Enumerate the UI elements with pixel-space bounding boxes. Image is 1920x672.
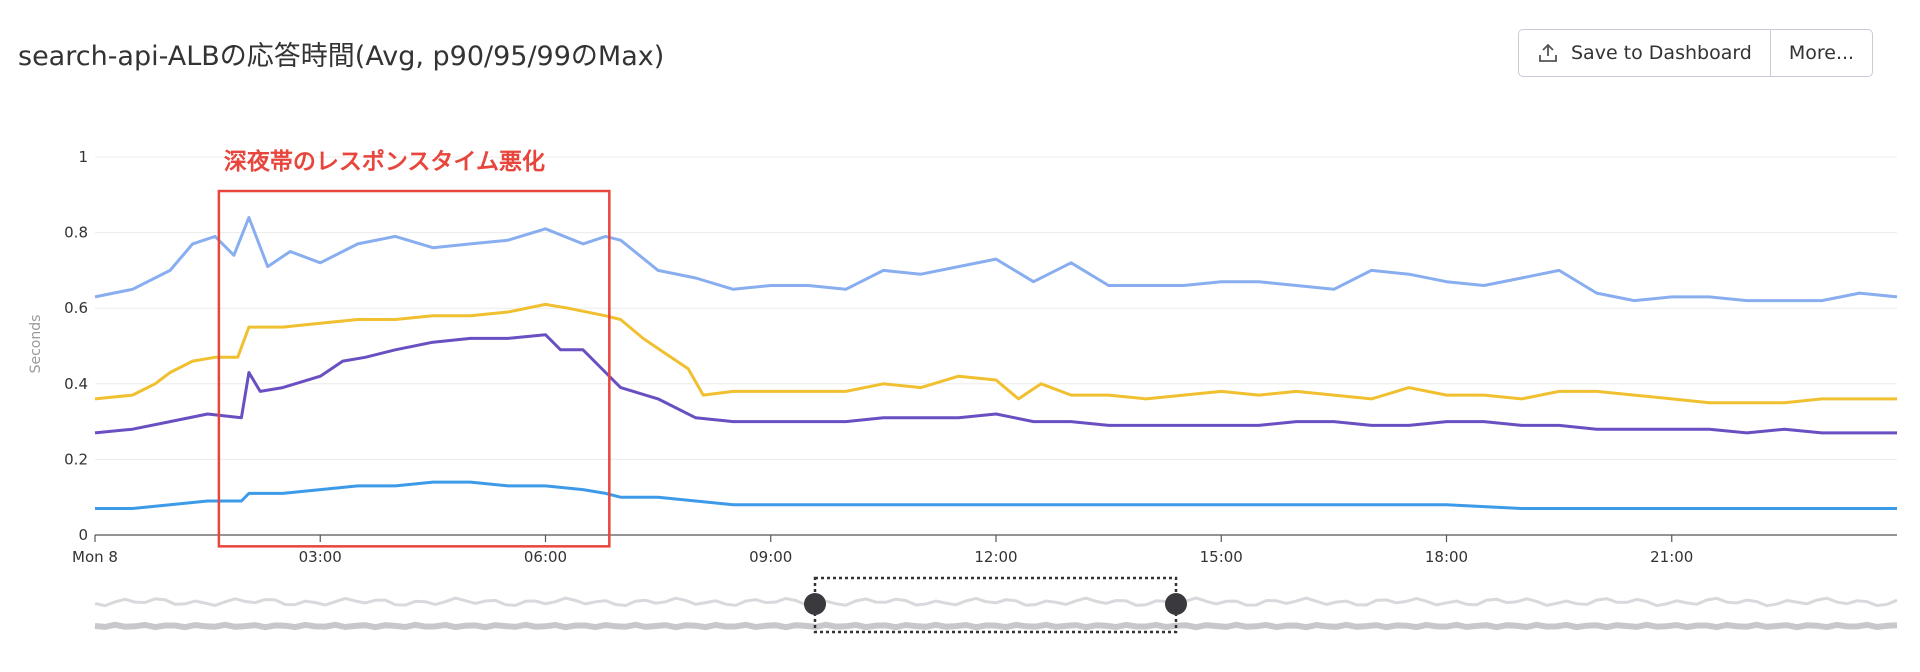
save-to-dashboard-button[interactable]: Save to Dashboard xyxy=(1519,30,1770,76)
grid-lines xyxy=(95,156,1897,460)
series-line-4 xyxy=(95,480,1897,510)
y-axis-label: Seconds xyxy=(28,315,44,374)
x-tick-label: 09:00 xyxy=(749,548,792,566)
annotation-box xyxy=(217,189,611,548)
navigator-preview-lower xyxy=(94,621,1898,631)
annotation-text: 深夜帯のレスポンスタイム悪化 xyxy=(224,148,545,175)
navigator-preview-upper xyxy=(94,596,1898,608)
navigator-left-handle[interactable] xyxy=(804,593,826,615)
y-tick-label: 1 xyxy=(78,148,88,166)
series-line-3 xyxy=(94,333,1897,435)
x-tick-label: 12:00 xyxy=(974,548,1017,566)
series-line-1 xyxy=(94,216,1898,303)
navigator-right-handle[interactable] xyxy=(1165,593,1187,615)
more-button[interactable]: More... xyxy=(1769,30,1872,76)
more-label: More... xyxy=(1788,42,1855,64)
upload-icon xyxy=(1539,43,1557,62)
x-axis: Mon 8 03:00 06:00 09:00 12:00 15:00 18:00 21:00 xyxy=(72,534,1897,566)
page-title: search-api-ALBの応答時間(Avg, p90/95/99のMax) xyxy=(18,41,665,72)
x-tick-label: 03:00 xyxy=(299,548,342,566)
x-tick-label: 21:00 xyxy=(1650,548,1693,566)
y-tick-label: 0.8 xyxy=(64,224,88,242)
annotation: 深夜帯のレスポンスタイム悪化 xyxy=(217,148,611,548)
navigator-selection-window[interactable] xyxy=(813,576,1178,634)
y-tick-label: 0.6 xyxy=(64,299,88,317)
series-lines xyxy=(94,216,1898,510)
series-line-2 xyxy=(94,302,1897,405)
save-to-dashboard-label: Save to Dashboard xyxy=(1571,42,1752,64)
time-range-navigator[interactable] xyxy=(94,576,1898,634)
y-axis-ticks: 0 0.2 0.4 0.6 0.8 1 xyxy=(64,148,88,544)
x-tick-label: 06:00 xyxy=(524,548,567,566)
y-tick-label: 0.4 xyxy=(64,375,88,393)
x-tick-label: 15:00 xyxy=(1200,548,1243,566)
toolbar-button-group: Save to Dashboard More... xyxy=(1518,29,1874,77)
y-tick-label: 0.2 xyxy=(64,450,88,468)
y-tick-label: 0 xyxy=(78,526,88,544)
x-tick-label: 18:00 xyxy=(1425,548,1468,566)
x-tick-label: Mon 8 xyxy=(72,548,118,566)
